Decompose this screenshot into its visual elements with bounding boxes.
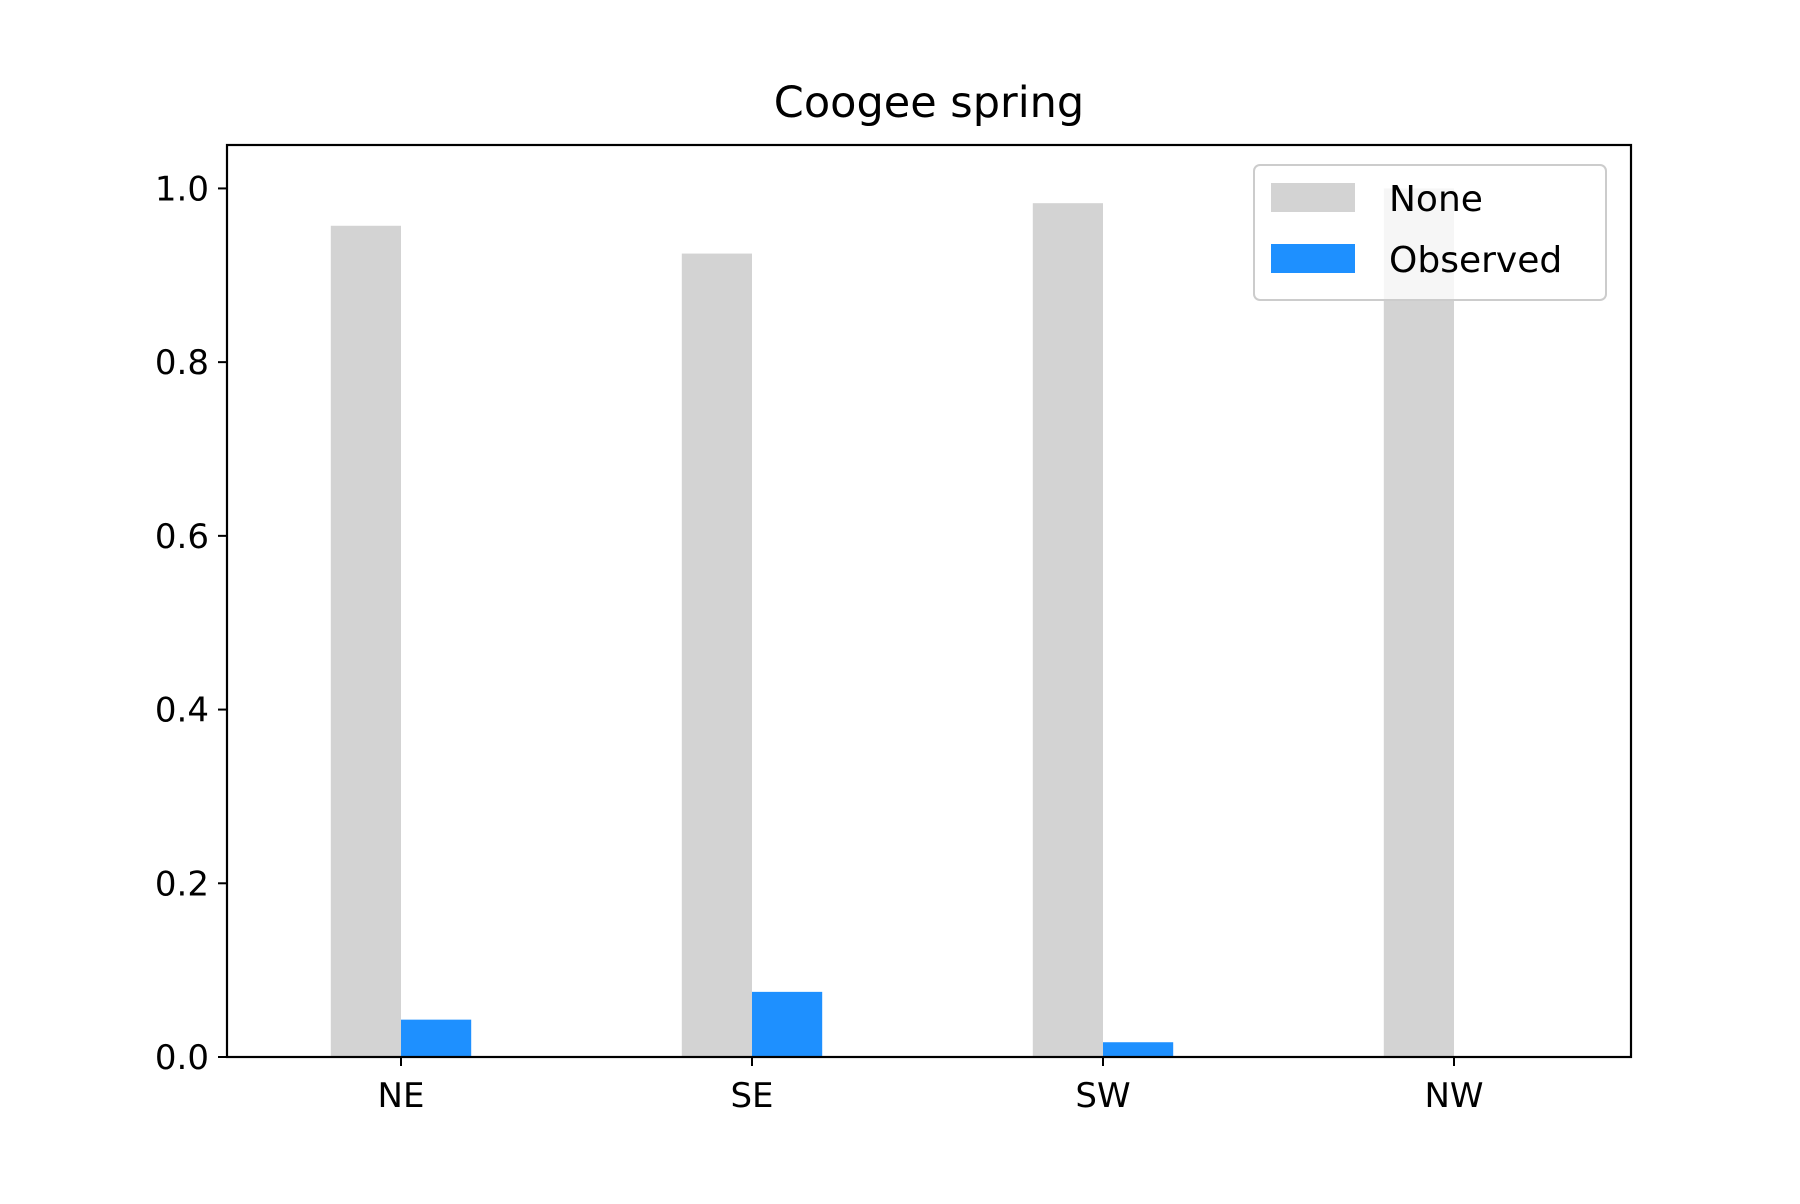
- y-tick-label: 0.0: [155, 1038, 209, 1078]
- y-tick-label: 0.8: [155, 343, 209, 383]
- axes-layer: NE SE SW NW 0.0 0.2 0.4 0.6 0.8 1.0: [155, 143, 1633, 1116]
- bar-observed-ne: [401, 1019, 472, 1057]
- legend-label-none: None: [1389, 179, 1483, 220]
- bar-observed-se: [752, 991, 823, 1057]
- legend-swatch-none: [1271, 183, 1355, 212]
- bar-none-se: [681, 253, 752, 1057]
- bar-none-sw: [1032, 203, 1103, 1057]
- x-tick-label: SE: [730, 1076, 773, 1116]
- legend: None Observed: [1253, 164, 1607, 301]
- bar-none-ne: [330, 225, 401, 1057]
- y-tick-label: 0.4: [155, 691, 209, 731]
- plot-frame: [225, 143, 1633, 1059]
- chart-title: Coogee spring: [774, 78, 1084, 128]
- bar-none-nw: [1383, 188, 1454, 1057]
- bars-layer: [330, 188, 1454, 1057]
- bar-observed-sw: [1103, 1042, 1174, 1057]
- x-tick-label: NE: [378, 1076, 425, 1116]
- legend-label-observed: Observed: [1389, 240, 1562, 281]
- x-tick-label: NW: [1424, 1076, 1483, 1116]
- x-tick-label: SW: [1075, 1076, 1130, 1116]
- legend-swatch-observed: [1271, 244, 1355, 273]
- y-tick-label: 1.0: [155, 169, 209, 209]
- y-tick-label: 0.2: [155, 864, 209, 904]
- y-tick-label: 0.6: [155, 517, 209, 557]
